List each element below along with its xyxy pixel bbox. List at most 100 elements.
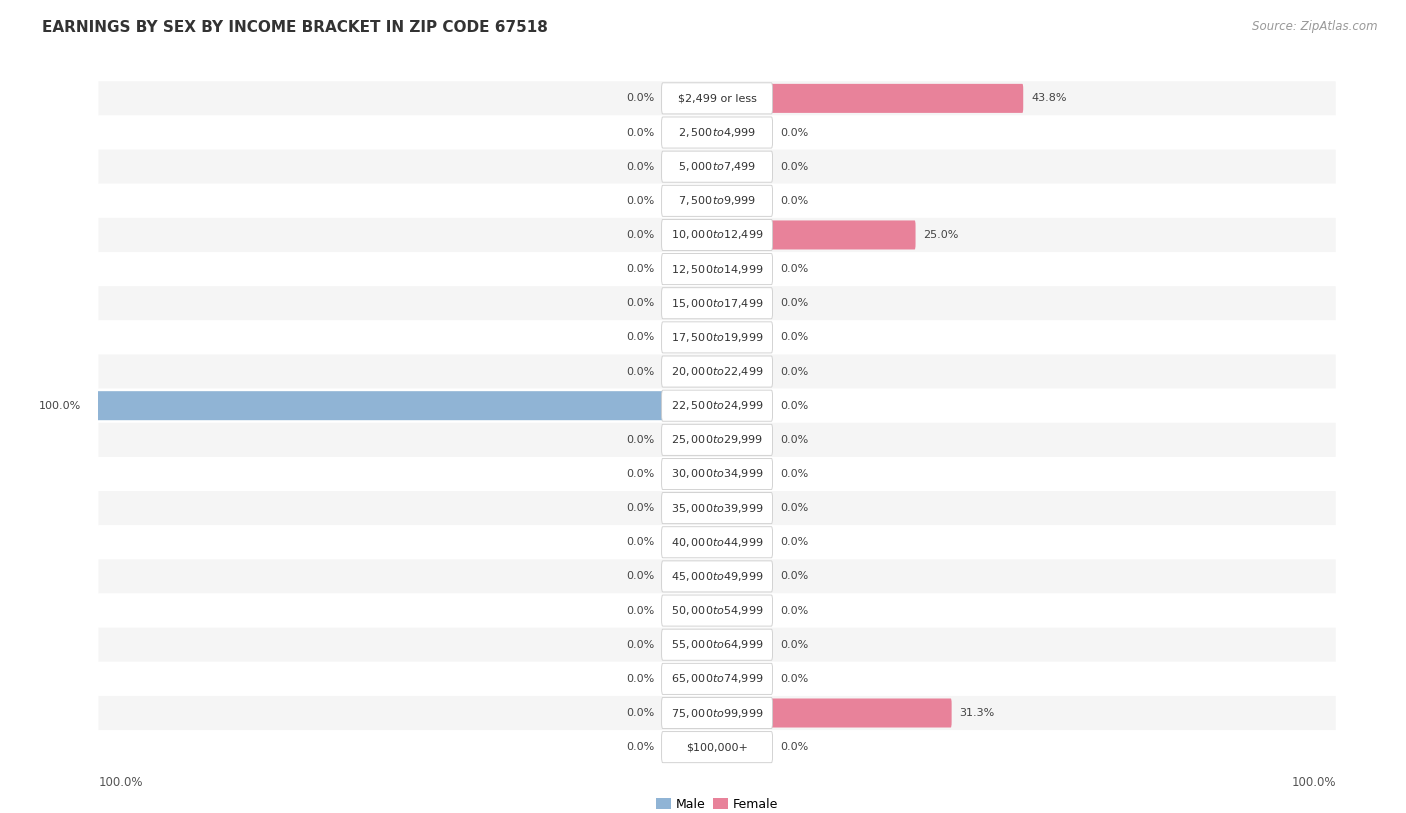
Text: $2,499 or less: $2,499 or less	[678, 93, 756, 103]
FancyBboxPatch shape	[98, 389, 1336, 423]
Text: $22,500 to $24,999: $22,500 to $24,999	[671, 399, 763, 412]
Text: $65,000 to $74,999: $65,000 to $74,999	[671, 672, 763, 685]
Text: 0.0%: 0.0%	[626, 230, 654, 240]
Text: 0.0%: 0.0%	[626, 128, 654, 137]
FancyBboxPatch shape	[98, 628, 1336, 662]
Text: 0.0%: 0.0%	[626, 93, 654, 103]
Text: 0.0%: 0.0%	[626, 298, 654, 308]
Text: 0.0%: 0.0%	[780, 333, 808, 342]
FancyBboxPatch shape	[662, 459, 772, 489]
Text: 0.0%: 0.0%	[780, 537, 808, 547]
Text: 0.0%: 0.0%	[780, 606, 808, 615]
Text: 0.0%: 0.0%	[626, 503, 654, 513]
Text: $50,000 to $54,999: $50,000 to $54,999	[671, 604, 763, 617]
FancyBboxPatch shape	[662, 663, 772, 694]
FancyBboxPatch shape	[662, 322, 772, 353]
FancyBboxPatch shape	[98, 662, 1336, 696]
Text: $17,500 to $19,999: $17,500 to $19,999	[671, 331, 763, 344]
FancyBboxPatch shape	[770, 220, 915, 250]
Text: 0.0%: 0.0%	[626, 196, 654, 206]
Text: 0.0%: 0.0%	[780, 742, 808, 752]
Text: 0.0%: 0.0%	[780, 264, 808, 274]
Text: 25.0%: 25.0%	[924, 230, 959, 240]
FancyBboxPatch shape	[662, 151, 772, 182]
Text: $20,000 to $22,499: $20,000 to $22,499	[671, 365, 763, 378]
Text: 31.3%: 31.3%	[959, 708, 994, 718]
Text: EARNINGS BY SEX BY INCOME BRACKET IN ZIP CODE 67518: EARNINGS BY SEX BY INCOME BRACKET IN ZIP…	[42, 20, 548, 35]
FancyBboxPatch shape	[98, 252, 1336, 286]
Text: 0.0%: 0.0%	[780, 572, 808, 581]
Text: 0.0%: 0.0%	[626, 333, 654, 342]
Text: 0.0%: 0.0%	[780, 401, 808, 411]
FancyBboxPatch shape	[662, 493, 772, 524]
Text: $10,000 to $12,499: $10,000 to $12,499	[671, 228, 763, 241]
Text: $12,500 to $14,999: $12,500 to $14,999	[671, 263, 763, 276]
FancyBboxPatch shape	[662, 424, 772, 455]
Text: 0.0%: 0.0%	[780, 640, 808, 650]
Text: $30,000 to $34,999: $30,000 to $34,999	[671, 467, 763, 480]
FancyBboxPatch shape	[662, 254, 772, 285]
FancyBboxPatch shape	[770, 698, 952, 728]
Text: 0.0%: 0.0%	[780, 162, 808, 172]
Text: $15,000 to $17,499: $15,000 to $17,499	[671, 297, 763, 310]
Text: 0.0%: 0.0%	[626, 537, 654, 547]
FancyBboxPatch shape	[662, 561, 772, 592]
FancyBboxPatch shape	[662, 220, 772, 250]
FancyBboxPatch shape	[98, 286, 1336, 320]
Text: $5,000 to $7,499: $5,000 to $7,499	[678, 160, 756, 173]
Text: $100,000+: $100,000+	[686, 742, 748, 752]
Text: 0.0%: 0.0%	[780, 128, 808, 137]
FancyBboxPatch shape	[662, 185, 772, 216]
Text: $35,000 to $39,999: $35,000 to $39,999	[671, 502, 763, 515]
FancyBboxPatch shape	[662, 288, 772, 319]
Text: 0.0%: 0.0%	[626, 572, 654, 581]
FancyBboxPatch shape	[662, 732, 772, 763]
FancyBboxPatch shape	[98, 320, 1336, 354]
FancyBboxPatch shape	[98, 457, 1336, 491]
FancyBboxPatch shape	[662, 698, 772, 728]
FancyBboxPatch shape	[98, 115, 1336, 150]
Text: $25,000 to $29,999: $25,000 to $29,999	[671, 433, 763, 446]
Text: 0.0%: 0.0%	[780, 367, 808, 376]
Text: 0.0%: 0.0%	[626, 469, 654, 479]
Text: 0.0%: 0.0%	[780, 469, 808, 479]
Text: $40,000 to $44,999: $40,000 to $44,999	[671, 536, 763, 549]
Text: 100.0%: 100.0%	[1291, 776, 1336, 789]
FancyBboxPatch shape	[662, 629, 772, 660]
Text: 43.8%: 43.8%	[1031, 93, 1067, 103]
FancyBboxPatch shape	[770, 84, 1024, 113]
Text: $45,000 to $49,999: $45,000 to $49,999	[671, 570, 763, 583]
FancyBboxPatch shape	[98, 184, 1336, 218]
FancyBboxPatch shape	[98, 354, 1336, 389]
FancyBboxPatch shape	[662, 117, 772, 148]
FancyBboxPatch shape	[98, 593, 1336, 628]
Text: 0.0%: 0.0%	[626, 162, 654, 172]
Text: $7,500 to $9,999: $7,500 to $9,999	[678, 194, 756, 207]
Text: $55,000 to $64,999: $55,000 to $64,999	[671, 638, 763, 651]
FancyBboxPatch shape	[662, 356, 772, 387]
FancyBboxPatch shape	[98, 81, 1336, 115]
FancyBboxPatch shape	[98, 559, 1336, 593]
FancyBboxPatch shape	[98, 730, 1336, 764]
Text: 0.0%: 0.0%	[626, 742, 654, 752]
Text: 0.0%: 0.0%	[626, 264, 654, 274]
FancyBboxPatch shape	[662, 390, 772, 421]
Text: 100.0%: 100.0%	[39, 401, 82, 411]
Text: $75,000 to $99,999: $75,000 to $99,999	[671, 706, 763, 720]
Text: 0.0%: 0.0%	[626, 367, 654, 376]
Text: 0.0%: 0.0%	[626, 606, 654, 615]
FancyBboxPatch shape	[98, 218, 1336, 252]
Text: 0.0%: 0.0%	[626, 708, 654, 718]
FancyBboxPatch shape	[662, 595, 772, 626]
Text: 0.0%: 0.0%	[626, 674, 654, 684]
Text: $2,500 to $4,999: $2,500 to $4,999	[678, 126, 756, 139]
FancyBboxPatch shape	[89, 391, 664, 420]
Legend: Male, Female: Male, Female	[651, 793, 783, 813]
Text: 0.0%: 0.0%	[780, 674, 808, 684]
Text: 0.0%: 0.0%	[780, 196, 808, 206]
Text: Source: ZipAtlas.com: Source: ZipAtlas.com	[1253, 20, 1378, 33]
Text: 0.0%: 0.0%	[780, 298, 808, 308]
FancyBboxPatch shape	[98, 150, 1336, 184]
FancyBboxPatch shape	[98, 491, 1336, 525]
FancyBboxPatch shape	[98, 423, 1336, 457]
